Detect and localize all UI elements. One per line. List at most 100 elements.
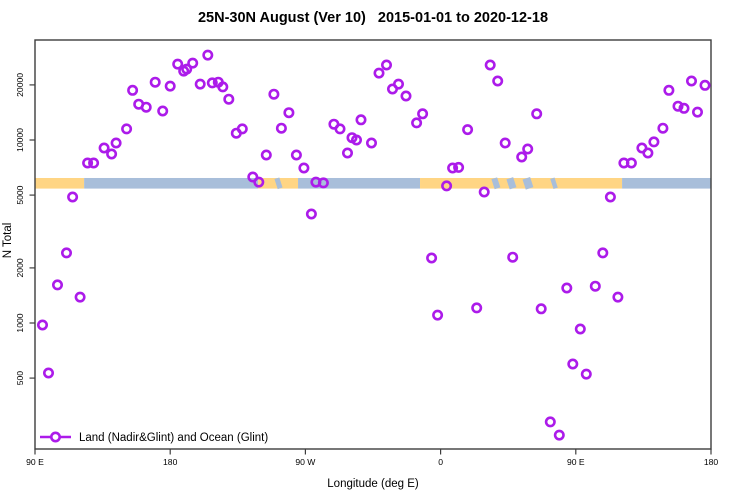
data-point bbox=[657, 122, 669, 134]
data-point bbox=[625, 157, 637, 169]
data-point bbox=[612, 291, 624, 303]
data-point bbox=[478, 186, 490, 198]
data-point bbox=[36, 319, 48, 331]
data-point bbox=[110, 137, 122, 149]
data-point bbox=[484, 59, 496, 71]
water-mark bbox=[550, 177, 558, 190]
data-point bbox=[589, 280, 601, 292]
data-point bbox=[42, 367, 54, 379]
data-point bbox=[373, 67, 385, 79]
data-point bbox=[149, 76, 161, 88]
x-tick-label: 90 E bbox=[567, 457, 585, 467]
data-point bbox=[187, 57, 199, 69]
data-point bbox=[380, 59, 392, 71]
data-point bbox=[672, 100, 684, 112]
data-point bbox=[462, 124, 474, 136]
data-point bbox=[499, 137, 511, 149]
data-point bbox=[157, 105, 169, 117]
data-point bbox=[535, 303, 547, 315]
data-point bbox=[298, 162, 310, 174]
data-point bbox=[217, 81, 229, 93]
water-mark bbox=[491, 177, 501, 190]
land-band-segment bbox=[420, 177, 623, 189]
data-point bbox=[181, 63, 193, 75]
data-point bbox=[365, 137, 377, 149]
x-axis-label: Longitude (deg E) bbox=[327, 478, 419, 490]
y-tick-label: 5000 bbox=[15, 185, 25, 204]
data-point bbox=[453, 161, 465, 173]
data-point bbox=[411, 117, 423, 129]
data-point bbox=[194, 78, 206, 90]
legend-marker bbox=[49, 431, 61, 443]
data-point bbox=[522, 143, 534, 155]
data-point bbox=[432, 309, 444, 321]
chart-title: 25N-30N August (Ver 10) 2015-01-01 to 20… bbox=[197, 10, 549, 26]
data-point bbox=[260, 149, 272, 161]
ocean-band-segment bbox=[298, 177, 421, 189]
data-point bbox=[699, 79, 711, 91]
data-point bbox=[685, 75, 697, 87]
data-point bbox=[678, 102, 690, 114]
data-point bbox=[172, 58, 184, 70]
data-point bbox=[268, 88, 280, 100]
data-point bbox=[98, 142, 110, 154]
data-point bbox=[127, 84, 139, 96]
data-point bbox=[544, 416, 556, 428]
data-point bbox=[355, 114, 367, 126]
ocean-band-segment bbox=[622, 177, 711, 189]
data-point bbox=[516, 151, 528, 163]
data-point bbox=[574, 323, 586, 335]
data-point bbox=[236, 123, 248, 135]
data-point bbox=[341, 147, 353, 159]
data-point bbox=[663, 84, 675, 96]
data-point bbox=[82, 157, 94, 169]
data-point bbox=[417, 108, 429, 120]
legend-label: Land (Nadir&Glint) and Ocean (Glint) bbox=[79, 432, 268, 444]
data-point bbox=[426, 252, 438, 264]
data-point bbox=[140, 101, 152, 113]
data-point bbox=[350, 134, 362, 146]
data-point bbox=[67, 191, 79, 203]
water-mark bbox=[274, 177, 283, 190]
data-point bbox=[553, 429, 565, 441]
data-point bbox=[507, 251, 519, 263]
data-point bbox=[60, 247, 72, 259]
data-point bbox=[691, 106, 703, 118]
data-point bbox=[642, 147, 654, 159]
data-point bbox=[164, 80, 176, 92]
data-point bbox=[604, 191, 616, 203]
data-point bbox=[334, 123, 346, 135]
y-tick-label: 1000 bbox=[15, 313, 25, 332]
data-point bbox=[531, 108, 543, 120]
data-point bbox=[121, 123, 133, 135]
data-point bbox=[51, 279, 63, 291]
data-point bbox=[580, 368, 592, 380]
data-point bbox=[202, 49, 214, 61]
data-point bbox=[492, 75, 504, 87]
data-point bbox=[106, 148, 118, 160]
x-tick-label: 90 E bbox=[26, 457, 44, 467]
water-mark bbox=[506, 177, 517, 190]
y-tick-label: 2000 bbox=[15, 258, 25, 277]
data-point bbox=[253, 176, 265, 188]
data-point bbox=[206, 77, 218, 89]
land-band-segment bbox=[35, 177, 85, 189]
y-tick-label: 10000 bbox=[15, 128, 25, 152]
data-point bbox=[275, 122, 287, 134]
data-point bbox=[447, 162, 459, 174]
data-point bbox=[290, 149, 302, 161]
x-tick-label: 90 W bbox=[295, 457, 316, 467]
water-mark bbox=[522, 177, 534, 190]
ocean-band-segment bbox=[84, 177, 259, 189]
data-point bbox=[223, 93, 235, 105]
y-tick-label: 20000 bbox=[15, 73, 25, 97]
data-point bbox=[441, 180, 453, 192]
plot-box bbox=[34, 39, 712, 450]
data-point bbox=[283, 107, 295, 119]
data-point bbox=[648, 136, 660, 148]
data-point bbox=[317, 177, 329, 189]
data-point bbox=[400, 90, 412, 102]
y-axis-label: N Total bbox=[2, 223, 14, 259]
data-point bbox=[74, 291, 86, 303]
